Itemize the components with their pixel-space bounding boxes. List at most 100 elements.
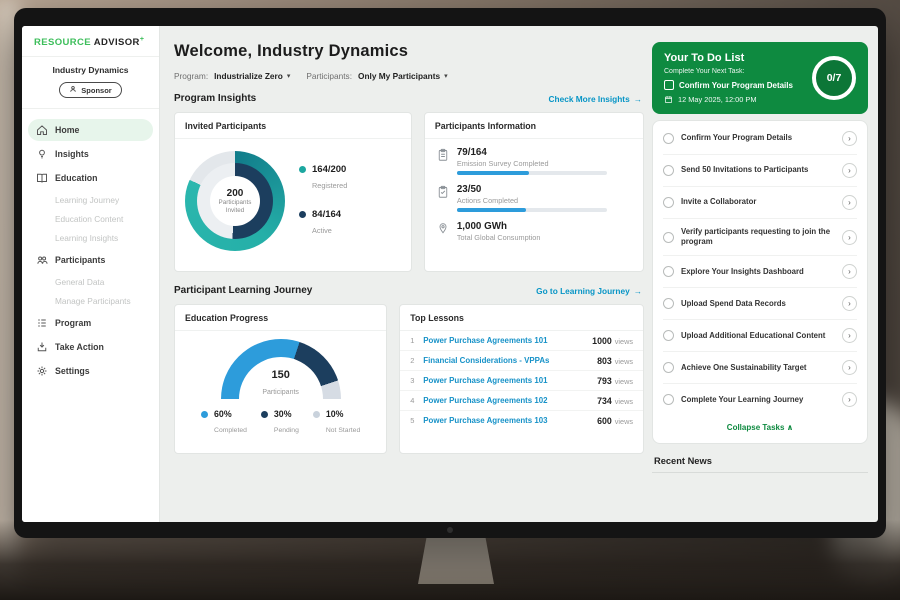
teal-dot-icon (299, 166, 306, 173)
donut-legend: 164/200 Registered 84/164 Active (299, 164, 347, 238)
go-to-learning-journey-link[interactable]: Go to Learning Journey → (536, 285, 642, 296)
dashboard-screen: RESOURCE ADVISOR+ Industry Dynamics Spon… (22, 26, 878, 522)
participants-filter-label: Participants: (306, 71, 352, 81)
legend-pending: 30% Pending (260, 409, 299, 437)
task-row[interactable]: Upload Spend Data Records › (663, 288, 857, 321)
program-insights-header: Program Insights Check More Insights → (174, 93, 642, 104)
lesson-link[interactable]: Power Purchase Agreements 102 (423, 396, 548, 405)
chevron-up-icon: ∧ (786, 423, 794, 433)
task-checkbox[interactable] (663, 133, 674, 144)
sidebar-item-education-content[interactable]: Education Content (55, 214, 124, 225)
lesson-link[interactable]: Financial Considerations - VPPAs (423, 356, 550, 365)
task-row[interactable]: Upload Additional Educational Content › (663, 320, 857, 353)
chevron-right-icon[interactable]: › (842, 229, 857, 245)
legend-active: 84/164 Active (299, 209, 347, 238)
sidebar-item-take-action[interactable]: Take Action (28, 336, 153, 358)
invited-participants-card: Invited Participants 200 Participants In… (174, 112, 412, 272)
monitor-bezel: RESOURCE ADVISOR+ Industry Dynamics Spon… (14, 8, 886, 538)
logo-primary: RESOURCE (34, 37, 92, 49)
sidebar-item-program[interactable]: Program (28, 312, 153, 334)
sidebar-item-label: Education (55, 173, 98, 184)
legend-not-started: 10% Not Started (312, 409, 360, 437)
lesson-row: 4 Power Purchase Agreements 102 734 views (400, 391, 643, 411)
sidebar-item-settings[interactable]: Settings (28, 360, 153, 382)
sidebar-item-home[interactable]: Home (28, 119, 153, 142)
arrow-right-icon: → (633, 93, 642, 104)
org-name: Industry Dynamics (52, 65, 129, 76)
checkbox-icon[interactable] (664, 80, 674, 90)
task-checkbox[interactable] (663, 197, 674, 208)
gray-dot-icon (312, 411, 320, 418)
sidebar-item-learning-insights[interactable]: Learning Insights (55, 233, 119, 244)
chevron-right-icon[interactable]: › (842, 360, 857, 376)
invited-participants-donut: 200 Participants Invited (185, 151, 285, 251)
card-title: Education Progress (175, 305, 387, 331)
sidebar-item-manage-participants[interactable]: Manage Participants (55, 296, 131, 307)
sidebar-item-insights[interactable]: Insights (28, 143, 153, 165)
lesson-link[interactable]: Power Purchase Agreements 101 (423, 376, 548, 385)
task-row[interactable]: Achieve One Sustainability Target › (663, 352, 857, 385)
top-lessons-card: Top Lessons 1 Power Purchase Agreements … (399, 304, 644, 454)
lesson-row: 1 Power Purchase Agreements 101 1000 view… (400, 331, 643, 351)
task-checkbox[interactable] (663, 394, 674, 406)
main-content: Welcome, Industry Dynamics Program: Indu… (160, 26, 652, 522)
chevron-right-icon[interactable]: › (842, 296, 857, 312)
filters-bar: Program: Industrialize Zero ▾ Participant… (174, 71, 644, 81)
bulb-icon (36, 148, 48, 160)
legend-completed: 60% Completed (201, 409, 247, 437)
task-row[interactable]: Invite a Collaborator › (663, 187, 857, 219)
actions-completed-row: 23/50 Actions Completed (437, 184, 631, 212)
task-checkbox[interactable] (663, 266, 674, 278)
todo-progress-ring: 0/7 (812, 56, 856, 100)
sidebar-item-general-data[interactable]: General Data (55, 277, 105, 288)
todo-title: Your To Do List (664, 52, 745, 64)
navy-dot-icon (299, 211, 306, 218)
check-more-insights-link[interactable]: Check More Insights → (548, 93, 642, 104)
sidebar-item-education[interactable]: Education (28, 167, 153, 189)
gauge-legend: 60% Completed 30% Pending 10% Not Started (175, 399, 386, 437)
todo-subtitle: Complete Your Next Task: (664, 68, 745, 75)
section-title: Program Insights (174, 93, 257, 104)
lesson-link[interactable]: Power Purchase Agreements 103 (423, 416, 548, 425)
task-checkbox[interactable] (663, 165, 674, 176)
sidebar-item-learning-journey[interactable]: Learning Journey (55, 195, 120, 206)
logo-secondary: ADVISOR (93, 37, 140, 49)
gear-icon (36, 365, 48, 377)
task-checkbox[interactable] (663, 231, 674, 243)
chevron-right-icon[interactable]: › (842, 264, 857, 280)
sponsor-badge: Sponsor (59, 82, 122, 99)
insights-cards-row: Invited Participants 200 Participants In… (174, 112, 644, 272)
lesson-link[interactable]: Power Purchase Agreements 101 (423, 336, 548, 345)
chevron-right-icon[interactable]: › (842, 328, 857, 344)
card-title: Invited Participants (175, 113, 411, 139)
sidebar-item-label: Take Action (55, 342, 104, 353)
participants-select[interactable]: Only My Participants ▾ (358, 71, 448, 81)
monitor-stand (418, 534, 494, 584)
section-title: Participant Learning Journey (174, 285, 313, 296)
chevron-right-icon[interactable]: › (842, 392, 857, 408)
chevron-right-icon[interactable]: › (842, 163, 857, 178)
emission-progress-bar (456, 171, 607, 175)
task-row[interactable]: Confirm Your Program Details › (663, 123, 857, 155)
chevron-right-icon[interactable]: › (842, 195, 857, 210)
sidebar-item-participants[interactable]: Participants (28, 249, 153, 271)
task-checkbox[interactable] (663, 330, 674, 342)
task-checkbox[interactable] (663, 362, 674, 374)
task-row[interactable]: Explore Your Insights Dashboard › (663, 256, 857, 289)
sidebar-nav: Home Insights Education Learning Journey… (22, 109, 159, 392)
task-row[interactable]: Verify participants requesting to join t… (663, 219, 857, 257)
program-select[interactable]: Industrialize Zero ▾ (214, 71, 291, 81)
arrow-right-icon: → (633, 285, 642, 296)
task-row[interactable]: Complete Your Learning Journey › (663, 384, 857, 415)
sidebar-item-label: Program (55, 318, 92, 329)
sidebar: RESOURCE ADVISOR+ Industry Dynamics Spon… (22, 26, 160, 522)
people-icon (36, 254, 48, 266)
page-title: Welcome, Industry Dynamics (174, 42, 409, 60)
chevron-right-icon[interactable]: › (842, 131, 857, 146)
education-progress-card: Education Progress 150 Participants (174, 304, 388, 454)
next-task[interactable]: Confirm Your Program Details (664, 80, 814, 90)
task-row[interactable]: Send 50 Invitations to Participants › (663, 155, 857, 187)
blue-dot-icon (201, 411, 209, 418)
task-checkbox[interactable] (663, 298, 674, 310)
collapse-tasks-button[interactable]: Collapse Tasks ∧ (726, 423, 794, 433)
